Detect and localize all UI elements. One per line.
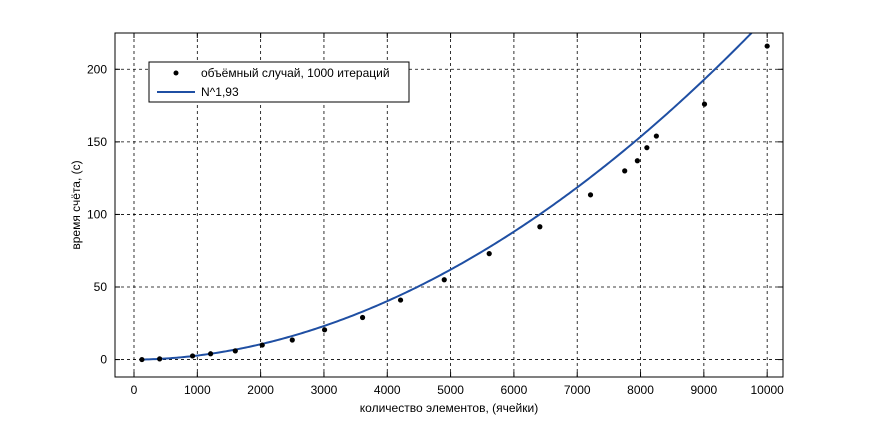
x-tick-label: 2000 [247, 383, 274, 397]
data-point [622, 168, 628, 174]
data-point [644, 145, 650, 151]
y-axis-label: время счёта, (с) [69, 160, 83, 249]
x-ticks: 0 1000 2000 3000 4000 5000 6000 7000 8000 9000 100… [131, 33, 784, 397]
legend-box [148, 61, 410, 103]
data-point [208, 351, 214, 357]
x-tick-label: 4000 [374, 383, 401, 397]
data-point [701, 101, 708, 107]
data-point [321, 327, 328, 333]
data-point [587, 192, 594, 198]
x-tick-label: 6000 [501, 383, 528, 397]
data-point [653, 133, 659, 139]
legend-marker-points [173, 70, 179, 76]
data-point [397, 297, 404, 303]
x-axis-label: количество элементов, (ячейки) [360, 401, 538, 415]
x-tick-label: 3000 [311, 383, 338, 397]
data-point [232, 348, 238, 354]
fit-curve [140, 33, 753, 361]
x-tick-label: 8000 [627, 383, 654, 397]
x-tick-label: 1000 [184, 383, 211, 397]
data-point [289, 337, 295, 343]
y-tick-label: 200 [87, 62, 107, 76]
data-point [189, 353, 196, 359]
data-point [486, 251, 492, 257]
y-tick-label: 150 [87, 135, 107, 149]
y-tick-label: 100 [87, 207, 107, 221]
x-tick-label: 9000 [691, 383, 718, 397]
legend-label-points: объёмный случай, 1000 итераций [201, 66, 390, 80]
data-point [537, 224, 543, 230]
data-point [139, 356, 145, 363]
legend: объёмный случай, 1000 итераций N^1,93 [148, 61, 410, 103]
x-tick-label: 10000 [750, 383, 784, 397]
data-point [441, 277, 447, 283]
plot-area [139, 33, 770, 363]
data-point [764, 43, 770, 49]
x-tick-label: 7000 [564, 383, 591, 397]
plot-frame [114, 32, 784, 378]
legend-label-line: N^1,93 [201, 85, 239, 99]
data-point [359, 314, 366, 321]
y-tick-label: 50 [94, 280, 108, 294]
x-tick-label: 0 [131, 383, 138, 397]
y-ticks: 0 50 100 150 200 [87, 62, 783, 367]
y-tick-label: 0 [100, 353, 107, 367]
data-point [259, 342, 265, 348]
data-point [634, 158, 640, 164]
data-point [157, 356, 163, 362]
x-tick-label: 5000 [437, 383, 464, 397]
